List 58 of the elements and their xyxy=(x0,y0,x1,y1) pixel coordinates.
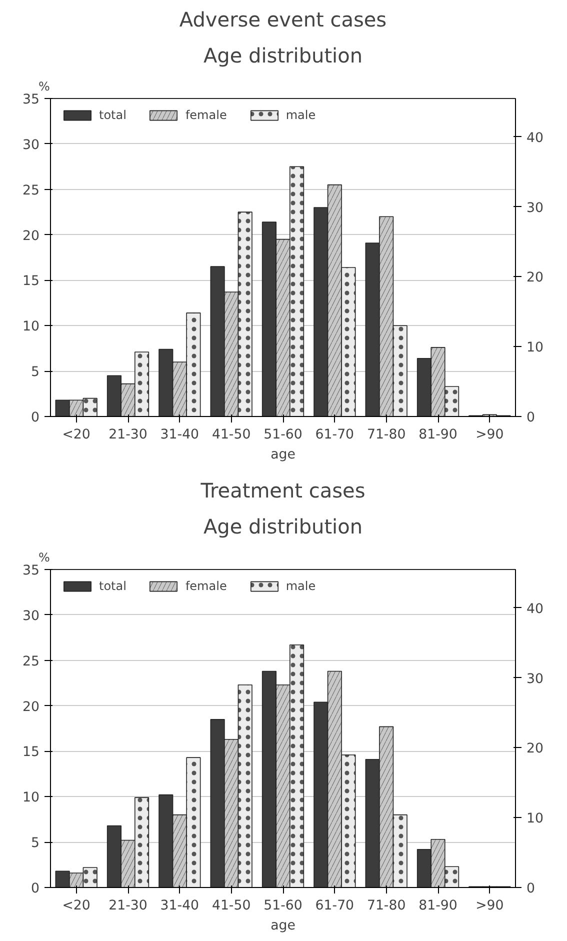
y-tick-label: 15 xyxy=(22,274,40,290)
y2-tick-label: 30 xyxy=(526,200,544,216)
x-tick-label: 61-70 xyxy=(315,898,354,914)
legend-label: male xyxy=(286,108,316,122)
y-tick-label: 20 xyxy=(22,700,40,715)
legend-label: total xyxy=(99,108,126,122)
x-tick-label: 41-50 xyxy=(212,898,251,914)
x-tick-label: <20 xyxy=(62,898,90,914)
chart-title: Adverse event cases xyxy=(179,8,387,32)
x-tick-label: 31-40 xyxy=(160,428,200,442)
x-tick-label: 31-40 xyxy=(160,898,200,914)
x-tick-label: 21-30 xyxy=(108,428,148,442)
x-tick-label: 61-70 xyxy=(315,428,354,442)
y-tick-label: 10 xyxy=(22,790,40,806)
y-tick-label: 0 xyxy=(31,410,40,426)
x-tick-label: 51-60 xyxy=(264,428,302,442)
y2-tick-label: 20 xyxy=(526,270,544,286)
x-tick-label: 41-50 xyxy=(212,428,251,442)
chart-subtitle: Age distribution xyxy=(203,514,363,538)
x-tick-label: 81-90 xyxy=(418,898,458,914)
legend-label: female xyxy=(185,579,227,593)
y2-tick-label: 0 xyxy=(526,882,535,896)
y-axis-title: % xyxy=(38,80,50,94)
x-tick-label: 21-30 xyxy=(108,898,148,914)
y-tick-label: 35 xyxy=(22,564,40,578)
x-tick-label: >90 xyxy=(476,428,504,442)
y-tick-label: 0 xyxy=(31,882,40,896)
y-tick-label: 35 xyxy=(22,92,40,108)
x-axis-title: age xyxy=(270,918,296,934)
legend-label: female xyxy=(185,108,227,122)
y2-tick-label: 10 xyxy=(526,340,544,356)
y-tick-label: 20 xyxy=(22,228,40,244)
x-tick-label: 71-80 xyxy=(366,428,406,442)
x-axis-title: age xyxy=(270,448,296,462)
y-tick-label: 5 xyxy=(31,836,40,852)
y-axis-title: % xyxy=(38,550,50,564)
x-tick-label: <20 xyxy=(62,428,90,442)
y2-tick-label: 40 xyxy=(526,602,544,617)
y-tick-label: 10 xyxy=(22,320,40,335)
chart-subtitle: Age distribution xyxy=(203,44,363,68)
y-tick-label: 30 xyxy=(22,608,40,624)
y2-tick-label: 10 xyxy=(526,812,544,827)
chart-title: Treatment cases xyxy=(200,478,366,502)
x-tick-label: 51-60 xyxy=(264,898,302,914)
y2-tick-label: 20 xyxy=(526,742,544,757)
y-tick-label: 5 xyxy=(31,365,40,380)
y-tick-label: 25 xyxy=(22,183,40,198)
x-tick-label: 71-80 xyxy=(366,898,406,914)
y-tick-label: 30 xyxy=(22,138,40,153)
y2-tick-label: 0 xyxy=(526,410,535,426)
y-tick-label: 25 xyxy=(22,654,40,670)
legend-label: male xyxy=(286,579,316,593)
y-tick-label: 15 xyxy=(22,745,40,760)
y2-tick-label: 40 xyxy=(526,130,544,146)
legend-label: total xyxy=(99,579,126,593)
y2-tick-label: 30 xyxy=(526,672,544,687)
x-tick-label: 81-90 xyxy=(418,428,458,442)
x-tick-label: >90 xyxy=(476,898,504,914)
